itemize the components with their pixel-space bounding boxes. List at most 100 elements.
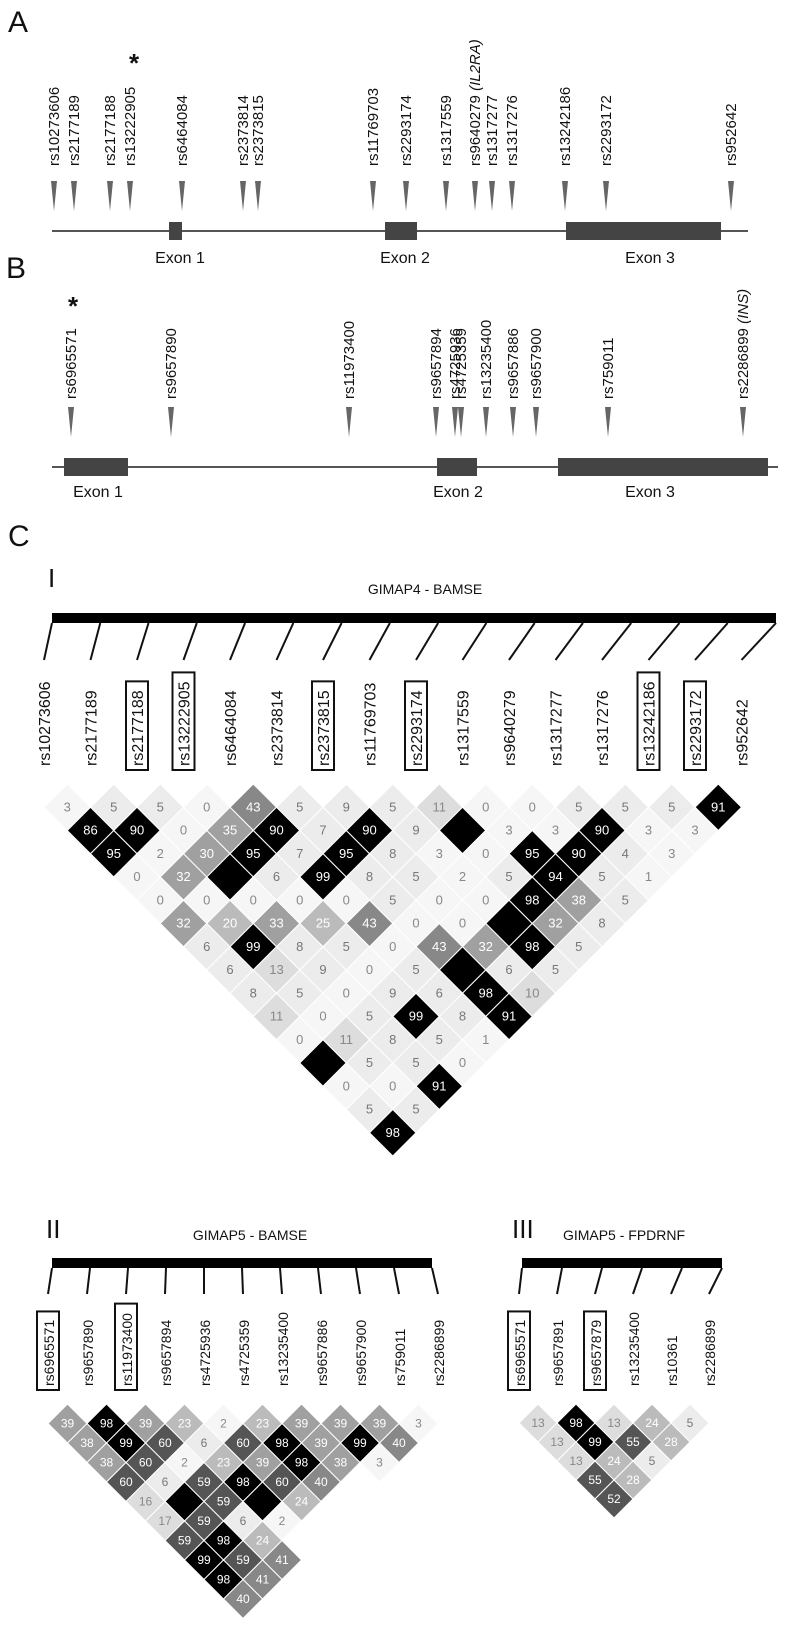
- snp-label-rs2293174: rs2293174: [398, 95, 415, 166]
- ld-value: 5: [598, 869, 605, 884]
- ld-value: 1: [645, 869, 652, 884]
- ld-snp-label-rs6464084: rs6464084: [223, 690, 240, 766]
- ld-value: 6: [273, 869, 280, 884]
- snp-label-rs9657886: rs9657886: [505, 328, 522, 399]
- ld-value: 99: [119, 1436, 133, 1450]
- ld-value: 8: [296, 939, 303, 954]
- ld-value: 0: [459, 916, 466, 931]
- ld-snp-label-rs13235400: rs13235400: [626, 1312, 642, 1386]
- snp-connector: [393, 1267, 400, 1295]
- snp-connector: [556, 1267, 563, 1295]
- ld-value: 60: [275, 1475, 289, 1489]
- snp-label-rs13242186: rs13242186: [557, 87, 574, 166]
- snp-connector: [89, 622, 102, 661]
- ld-value: 98: [479, 985, 493, 1000]
- ld-value: 99: [353, 1436, 367, 1450]
- ld-value: 32: [548, 916, 562, 931]
- snp-marker: [51, 181, 57, 211]
- snp-label-rs952642: rs952642: [723, 103, 740, 166]
- snp-label-rs1317276: rs1317276: [504, 95, 521, 166]
- ld-value: 32: [176, 916, 190, 931]
- snp-marker: [68, 407, 74, 437]
- ld-value: 99: [246, 939, 260, 954]
- ld-value: 20: [223, 916, 237, 931]
- snp-connector: [164, 1267, 167, 1295]
- snp-connector: [694, 622, 729, 661]
- ld-value: 2: [181, 1456, 188, 1470]
- snp-label-rs13222905: rs13222905: [122, 87, 139, 166]
- ld-value: 39: [139, 1417, 153, 1431]
- exon-3-label: Exon 3: [625, 250, 675, 267]
- ld-value: 43: [246, 799, 260, 814]
- snp-label-rs9657890: rs9657890: [163, 328, 180, 399]
- snp-label-rs2373815: rs2373815: [250, 95, 267, 166]
- ld-value: 13: [550, 1435, 564, 1449]
- ld-value: 5: [366, 1102, 373, 1117]
- ld-value: 9: [412, 823, 419, 838]
- ld-value: 28: [626, 1473, 640, 1487]
- ld-value: 99: [316, 869, 330, 884]
- snp-connector: [355, 1267, 361, 1295]
- ld-value: 41: [275, 1553, 289, 1567]
- snp-marker: [458, 407, 464, 437]
- snp-highlight-box: [583, 1310, 607, 1391]
- snp-label-rs2177189: rs2177189: [66, 95, 83, 166]
- snp-marker: [509, 181, 515, 211]
- ld-value: 13: [569, 1454, 583, 1468]
- snp-highlight-box: [507, 1310, 531, 1391]
- gene-structure-b: Exon 1 Exon 2 Exon 3 rs6965571 rs9657890 r…: [52, 289, 778, 501]
- ld-value: 0: [482, 892, 489, 907]
- snp-connector: [241, 1267, 244, 1295]
- ld-plot-2-title: GIMAP5 - BAMSE: [193, 1227, 307, 1243]
- ld-value: 38: [80, 1436, 94, 1450]
- snp-connector: [708, 1267, 723, 1295]
- ld-value: 55: [588, 1473, 602, 1487]
- snp-connector: [431, 1267, 439, 1295]
- snp-connector: [508, 622, 536, 661]
- ld-value: 24: [295, 1495, 309, 1509]
- ld-value: 8: [366, 869, 373, 884]
- ld-value: 30: [200, 846, 214, 861]
- ld-value: 5: [412, 1055, 419, 1070]
- ld-value: 39: [314, 1436, 328, 1450]
- ld-snp-label-rs9657891: rs9657891: [550, 1320, 566, 1386]
- ld-snp-label-rs2286899: rs2286899: [431, 1320, 447, 1386]
- ld-value: 3: [645, 823, 652, 838]
- ld-value: 5: [552, 962, 559, 977]
- ld-value: 11: [433, 799, 447, 814]
- ld-snp-label-rs9640279: rs9640279: [502, 690, 519, 766]
- ld-value: 98: [295, 1456, 309, 1470]
- starred-snp-asterisk: *: [129, 48, 140, 78]
- exon-3-box: [558, 458, 768, 476]
- ld-value: 5: [687, 1416, 694, 1430]
- ld-value: 43: [362, 916, 376, 931]
- ld-value: 95: [339, 846, 353, 861]
- snp-highlight-box: [125, 680, 149, 771]
- snp-marker: [346, 407, 352, 437]
- snp-connector: [554, 622, 584, 661]
- ld-value: 0: [389, 1078, 396, 1093]
- snp-connector: [740, 622, 777, 661]
- snp-label-rs10273606: rs10273606: [46, 87, 63, 166]
- ld-value: 0: [343, 892, 350, 907]
- ld-header-bar: [52, 613, 776, 623]
- ld-value: 11: [340, 1032, 354, 1047]
- ld-value: 86: [83, 823, 97, 838]
- snp-connector: [415, 622, 439, 661]
- ld-value: 91: [432, 1078, 446, 1093]
- snp-label-rs4725936: rs4725936: [447, 328, 464, 399]
- ld-value: 0: [203, 799, 210, 814]
- gene-structure-a: Exon 1 Exon 2 Exon 3 rs10273606 rs2177189…: [46, 39, 748, 267]
- ld-value: 5: [157, 799, 164, 814]
- ld-value: 9: [343, 799, 350, 814]
- snp-label-rs9657900: rs9657900: [528, 328, 545, 399]
- ld-snp-label-rs10273606: rs10273606: [37, 681, 54, 766]
- ld-cell: [359, 1442, 400, 1483]
- ld-value: 90: [572, 846, 586, 861]
- panel-label-iii: III: [512, 1214, 534, 1244]
- ld-value: 6: [240, 1514, 247, 1528]
- ld-value: 5: [366, 1009, 373, 1024]
- ld-value: 3: [415, 1417, 422, 1431]
- snp-label-rs6464084: rs6464084: [174, 95, 191, 166]
- ld-value: 40: [314, 1475, 328, 1489]
